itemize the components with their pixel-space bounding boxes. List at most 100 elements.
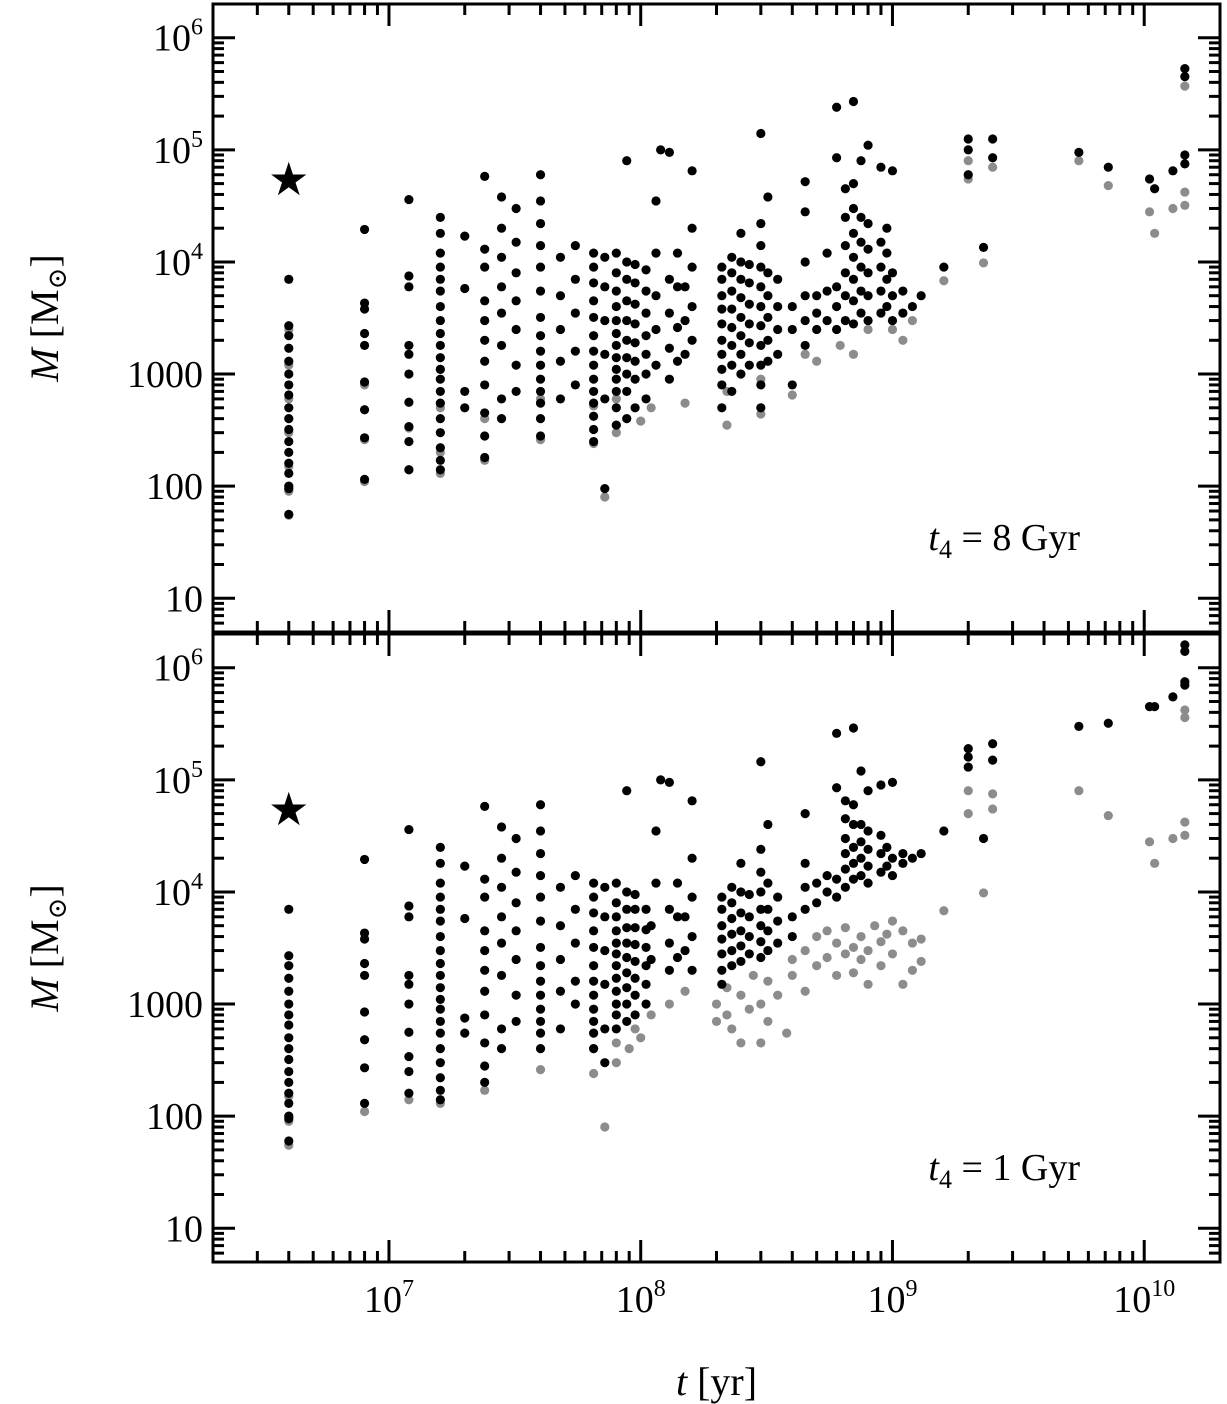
data-point <box>496 1024 507 1034</box>
data-point <box>535 1065 546 1075</box>
data-point <box>664 965 675 975</box>
panel-annotation: t4 = 1 Gyr <box>928 1147 1080 1194</box>
data-point <box>511 324 521 335</box>
data-point <box>435 931 445 942</box>
data-point <box>800 945 810 956</box>
data-point <box>898 848 908 859</box>
data-point <box>800 315 810 326</box>
data-point <box>812 356 822 366</box>
data-point <box>641 265 651 275</box>
data-point <box>435 212 445 222</box>
data-point <box>672 282 683 292</box>
data-point <box>535 170 546 180</box>
data-point <box>641 286 651 296</box>
data-point <box>840 212 850 222</box>
data-point <box>535 1044 546 1054</box>
data-point <box>916 848 926 859</box>
data-point <box>1103 810 1113 821</box>
data-point <box>717 291 727 301</box>
data-point <box>800 986 810 996</box>
data-point <box>611 386 621 397</box>
data-point <box>535 892 546 902</box>
data-point <box>717 335 727 345</box>
data-point <box>435 1016 445 1027</box>
data-point <box>756 340 766 351</box>
data-point <box>756 262 766 272</box>
data-point <box>511 360 521 370</box>
data-point <box>988 162 998 172</box>
data-point <box>641 394 651 404</box>
data-point <box>611 938 621 948</box>
x-tick-label: 1010 <box>1113 1276 1175 1321</box>
x-axis-label-var: t <box>676 1359 688 1404</box>
data-point <box>916 291 926 301</box>
annotation-text: = 8 Gyr <box>952 517 1080 559</box>
data-point <box>359 405 370 415</box>
data-point <box>480 874 490 884</box>
data-point <box>611 1024 621 1034</box>
data-point <box>611 1010 621 1020</box>
data-point <box>840 864 850 874</box>
data-point <box>600 484 610 494</box>
data-point <box>876 237 886 247</box>
y-axis-label: M [M⊙] <box>22 254 72 382</box>
data-point <box>856 819 866 830</box>
data-point <box>840 814 850 824</box>
data-point <box>622 968 632 978</box>
data-point <box>589 990 599 1000</box>
data-point <box>589 1028 599 1038</box>
data-point <box>630 299 640 309</box>
data-point <box>622 335 632 345</box>
data-point <box>496 970 507 981</box>
data-point <box>496 252 507 262</box>
x-tick-label: 108 <box>616 1276 666 1321</box>
data-point <box>727 1024 737 1034</box>
data-point <box>404 1088 414 1098</box>
data-point <box>435 958 445 969</box>
data-point <box>404 421 414 432</box>
data-point <box>611 986 621 996</box>
data-point <box>717 904 727 914</box>
data-point <box>787 301 797 312</box>
data-point <box>756 380 766 390</box>
data-point <box>832 282 842 292</box>
data-point <box>687 931 697 942</box>
data-point <box>1150 228 1160 238</box>
data-point <box>496 853 507 863</box>
data-point <box>480 296 490 306</box>
data-point <box>404 979 414 989</box>
data-point <box>511 898 521 908</box>
data-point <box>480 262 490 272</box>
data-point <box>511 867 521 877</box>
data-point <box>848 203 859 214</box>
data-point <box>611 248 621 258</box>
data-point <box>359 1007 370 1017</box>
data-point <box>622 786 632 796</box>
data-point <box>480 1061 490 1071</box>
data-point <box>622 274 632 284</box>
data-point <box>848 942 859 953</box>
data-point <box>589 1068 599 1079</box>
data-point <box>744 299 754 309</box>
data-point <box>863 786 873 796</box>
data-point <box>787 324 797 335</box>
data-point <box>622 904 632 914</box>
data-point <box>840 184 850 194</box>
data-point <box>496 340 507 351</box>
data-point <box>535 218 546 229</box>
data-point <box>916 934 926 944</box>
data-point <box>641 999 651 1009</box>
data-point <box>511 990 521 1000</box>
data-point <box>812 931 822 942</box>
data-point <box>480 244 490 254</box>
x-tick-label-exp: 9 <box>905 1276 917 1302</box>
data-point <box>535 976 546 986</box>
data-point <box>435 983 445 993</box>
data-point <box>800 177 810 187</box>
data-point <box>848 874 859 884</box>
data-point <box>611 949 621 959</box>
data-point <box>711 999 722 1009</box>
data-point <box>963 743 973 754</box>
data-point <box>624 1044 634 1054</box>
data-point <box>630 904 640 914</box>
